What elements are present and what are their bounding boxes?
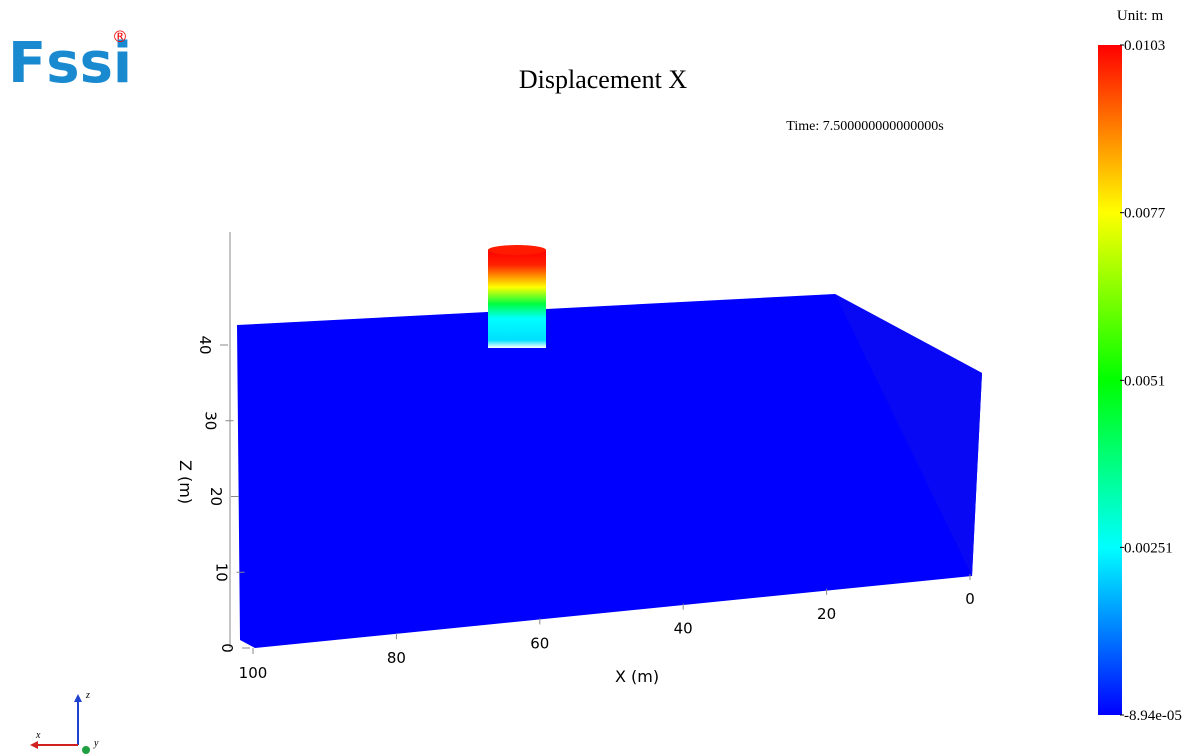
z-axis-title: Z (m): [176, 460, 195, 504]
pile: [488, 250, 546, 348]
x-tick-label: 0: [965, 590, 975, 608]
x-tick-label: 80: [387, 649, 406, 667]
viewer: Fssi ® Displacement X Time: 7.5000000000…: [0, 0, 1203, 755]
triad: [30, 694, 90, 754]
colorbar-label: 0.00251: [1124, 540, 1173, 556]
triad-z-label: z: [85, 690, 90, 701]
colorbar-label: -8.94e-05: [1124, 708, 1182, 724]
z-tick-label: 0: [218, 643, 236, 653]
logo-mark: ®: [112, 27, 128, 46]
triad-z-head: [74, 694, 82, 702]
x-tick-label: 60: [530, 634, 549, 652]
title: Displacement X: [519, 65, 687, 94]
unit: Unit: m: [1117, 8, 1164, 24]
triad-y: [82, 746, 90, 754]
colorbar-label: 0.0103: [1124, 38, 1165, 54]
z-tick-label: 20: [207, 487, 225, 506]
triad-y-label: y: [93, 738, 99, 749]
z-tick-label: 30: [202, 411, 220, 430]
colorbar-label: 0.0051: [1124, 373, 1165, 389]
triad-x-head: [30, 741, 38, 749]
pile-top: [488, 245, 546, 255]
x-tick-label: 20: [817, 605, 836, 623]
z-tick-label: 40: [196, 335, 214, 354]
z-tick-label: 10: [213, 563, 231, 582]
x-axis-title: X (m): [615, 667, 659, 686]
colorbar-label: 0.0077: [1124, 206, 1166, 222]
x-tick-label: 40: [674, 620, 693, 638]
triad-x-label: x: [35, 730, 41, 741]
x-tick-label: 100: [239, 664, 268, 682]
time: Time: 7.500000000000000s: [786, 119, 943, 134]
colorbar: [1098, 45, 1122, 715]
